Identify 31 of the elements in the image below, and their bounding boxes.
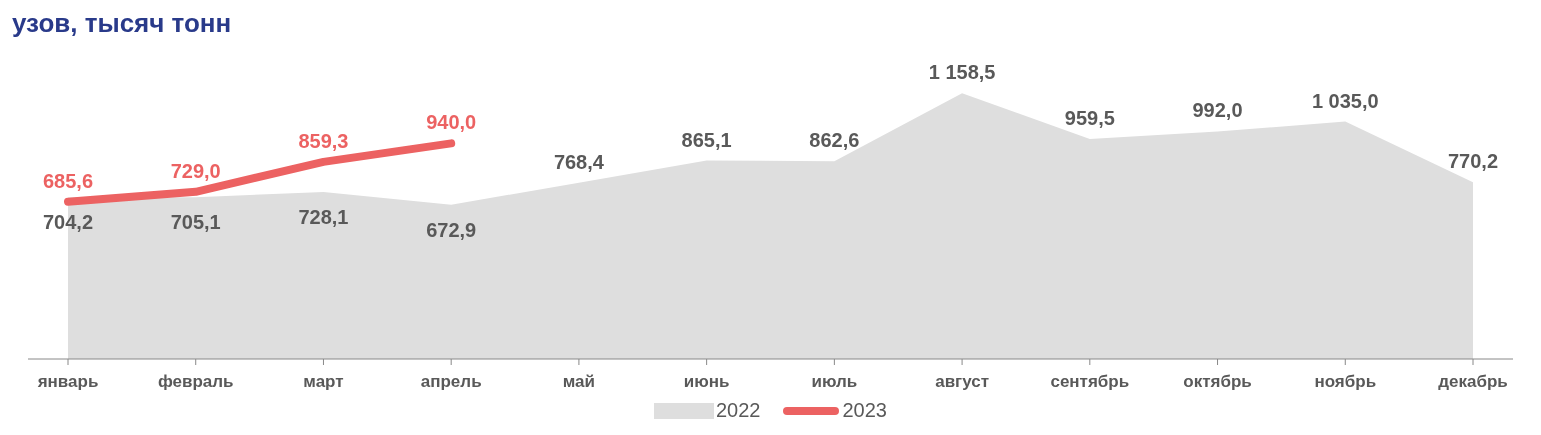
data-label: 1 035,0 — [1311, 89, 1379, 112]
data-label: 685,6 — [42, 169, 94, 192]
x-tick-label: июль — [811, 372, 858, 392]
x-tick-label: ноябрь — [1314, 372, 1377, 392]
x-tick-label: февраль — [157, 372, 234, 392]
chart-title: узов, тысяч тонн — [11, 8, 233, 40]
data-label: 704,2 — [42, 211, 94, 234]
legend-label: 2022 — [715, 399, 761, 422]
x-tick-label: апрель — [420, 372, 482, 392]
x-tick-label: октябрь — [1183, 372, 1252, 392]
data-label: 729,0 — [170, 159, 221, 182]
x-tick-label: май — [562, 372, 596, 392]
data-label: 940,0 — [426, 111, 477, 134]
x-tick-label: март — [303, 372, 344, 392]
x-tick-label: июнь — [683, 372, 730, 392]
data-label: 728,1 — [298, 205, 349, 228]
data-label: 705,1 — [170, 211, 221, 234]
data-label: 959,5 — [1064, 106, 1115, 129]
x-tick-label: сентябрь — [1050, 372, 1130, 392]
data-label: 1 158,5 — [928, 61, 996, 84]
x-tick-label: декабрь — [1438, 372, 1508, 392]
legend-label: 2023 — [841, 399, 887, 422]
data-label: 992,0 — [1192, 99, 1243, 122]
data-label: 768,4 — [553, 150, 605, 173]
data-label: 770,2 — [1447, 150, 1499, 173]
x-tick-label: август — [935, 372, 989, 392]
x-tick-label: январь — [36, 372, 99, 392]
data-label: 859,3 — [298, 129, 349, 152]
data-label: 672,9 — [426, 218, 477, 241]
data-label: 862,6 — [809, 129, 860, 152]
data-label: 865,1 — [681, 128, 732, 151]
